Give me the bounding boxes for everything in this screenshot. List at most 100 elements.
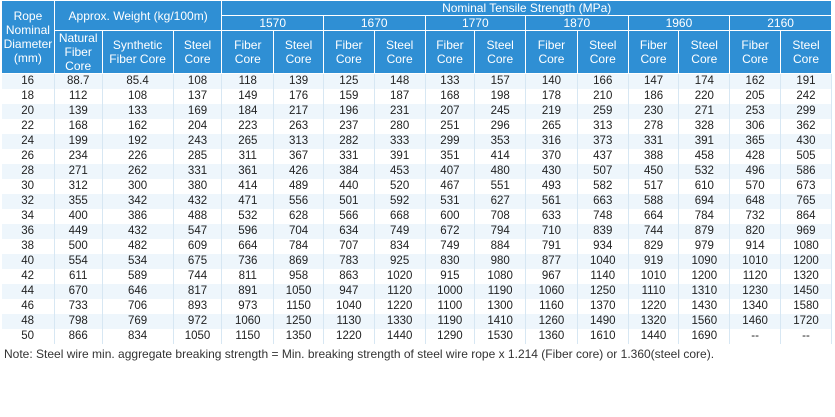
diameter-cell: 42 xyxy=(1,269,55,284)
table-cell: 223 xyxy=(221,119,275,134)
table-cell: 1450 xyxy=(780,284,833,299)
table-cell: 748 xyxy=(577,209,629,224)
table-cell: 520 xyxy=(374,179,426,194)
table-cell: 706 xyxy=(102,299,174,314)
table-body: 16 88.7 85.4 108 118 139 125 148 133 157 140 166 147… xyxy=(1,73,833,344)
table-row: 30 312 300 380 414 489 440 520 467 551 493 582 517 61… xyxy=(1,179,833,194)
table-cell: 839 xyxy=(577,224,629,239)
table-cell: 627 xyxy=(474,194,527,209)
table-cell: 1490 xyxy=(577,314,629,329)
table-row: 46 733 706 893 973 1150 1040 1220 1100 1300 1160 13… xyxy=(1,299,833,314)
table-cell: 744 xyxy=(173,269,223,284)
table-cell: 1690 xyxy=(678,329,731,344)
table-cell: 237 xyxy=(323,119,375,134)
table-cell: 1530 xyxy=(474,329,527,344)
table-cell: 979 xyxy=(678,239,731,254)
table-cell: 108 xyxy=(173,73,223,89)
table-cell: 1050 xyxy=(173,329,223,344)
table-cell: 259 xyxy=(577,104,629,119)
table-cell: 380 xyxy=(173,179,223,194)
table-cell: 328 xyxy=(678,119,731,134)
table-cell: 534 xyxy=(102,254,174,269)
table-cell: 972 xyxy=(173,314,223,329)
table-cell: 251 xyxy=(425,119,476,134)
table-cell: 1110 xyxy=(628,284,680,299)
table-cell: 1330 xyxy=(374,314,426,329)
table-cell: 704 xyxy=(273,224,324,239)
table-cell: 708 xyxy=(474,209,527,224)
table-cell: 471 xyxy=(221,194,275,209)
table-cell: 507 xyxy=(577,164,629,179)
table-cell: 367 xyxy=(273,149,324,164)
table-row: 40 554 534 675 736 869 783 925 830 980 877 1040 919 1… xyxy=(1,254,833,269)
table-cell: 1190 xyxy=(425,314,476,329)
table-cell: 582 xyxy=(577,179,629,194)
table-cell: 234 xyxy=(54,149,103,164)
table-cell: 820 xyxy=(729,224,781,239)
table-cell: 400 xyxy=(54,209,103,224)
diameter-cell: 40 xyxy=(1,254,55,269)
diameter-cell: 38 xyxy=(1,239,55,254)
table-cell: 879 xyxy=(678,224,731,239)
table-cell: 453 xyxy=(374,164,426,179)
table-cell: 1140 xyxy=(577,269,629,284)
table-cell: 210 xyxy=(577,89,629,104)
table-cell: 391 xyxy=(678,134,731,149)
table-cell: 784 xyxy=(678,209,731,224)
diameter-cell: 50 xyxy=(1,329,55,344)
table-cell: 313 xyxy=(577,119,629,134)
table-cell: 1080 xyxy=(780,239,833,254)
header-rope-diameter: Rope Nominal Diameter (mm) xyxy=(1,0,55,74)
table-cell: 351 xyxy=(425,149,476,164)
table-cell: 1560 xyxy=(678,314,731,329)
table-cell: 1010 xyxy=(628,269,680,284)
table-cell: 749 xyxy=(374,224,426,239)
table-cell: 794 xyxy=(474,224,527,239)
header-fiber-core: Fiber Core xyxy=(525,30,578,74)
table-cell: 333 xyxy=(374,134,426,149)
table-cell: 517 xyxy=(628,179,680,194)
table-cell: 864 xyxy=(780,209,833,224)
table-cell: 174 xyxy=(678,73,731,89)
table-cell: 1060 xyxy=(525,284,578,299)
table-cell: 271 xyxy=(54,164,103,179)
table-cell: 186 xyxy=(628,89,680,104)
table-cell: 1060 xyxy=(221,314,275,329)
table-cell: 919 xyxy=(628,254,680,269)
header-synthetic-fiber-core: Synthetic Fiber Core xyxy=(101,30,174,74)
table-cell: 414 xyxy=(221,179,275,194)
table-cell: 791 xyxy=(525,239,578,254)
table-cell: 609 xyxy=(173,239,223,254)
table-cell: 589 xyxy=(102,269,174,284)
table-cell: 125 xyxy=(323,73,375,89)
table-cell: 1320 xyxy=(780,269,833,284)
table-cell: 648 xyxy=(729,194,781,209)
diameter-cell: 36 xyxy=(1,224,55,239)
table-cell: 1190 xyxy=(474,284,527,299)
table-cell: 830 xyxy=(425,254,476,269)
header-tensile-strength: Nominal Tensile Strength (MPa) xyxy=(221,0,832,16)
table-cell: 263 xyxy=(273,119,324,134)
header-grade: 1870 xyxy=(525,15,629,31)
table-cell: 1120 xyxy=(729,269,781,284)
table-cell: 440 xyxy=(323,179,375,194)
diameter-cell: 30 xyxy=(1,179,55,194)
table-cell: 430 xyxy=(780,134,833,149)
table-cell: 1200 xyxy=(780,254,833,269)
table-cell: 430 xyxy=(525,164,578,179)
table-cell: 1150 xyxy=(273,299,324,314)
table-cell: 159 xyxy=(323,89,375,104)
table-cell: 169 xyxy=(173,104,223,119)
table-cell: 1010 xyxy=(729,254,781,269)
table-cell: 432 xyxy=(102,224,174,239)
table-cell: 488 xyxy=(173,209,223,224)
table-cell: 969 xyxy=(780,224,833,239)
header-fiber-core: Fiber Core xyxy=(322,30,375,74)
table-cell: 829 xyxy=(628,239,680,254)
table-cell: 1050 xyxy=(273,284,324,299)
table-row: 44 670 646 817 891 1050 947 1120 1000 1190 1060 125… xyxy=(1,284,833,299)
table-cell: 710 xyxy=(525,224,578,239)
table-cell: 1130 xyxy=(323,314,375,329)
header-steel-core: Steel Core xyxy=(172,30,223,74)
table-cell: 817 xyxy=(173,284,223,299)
